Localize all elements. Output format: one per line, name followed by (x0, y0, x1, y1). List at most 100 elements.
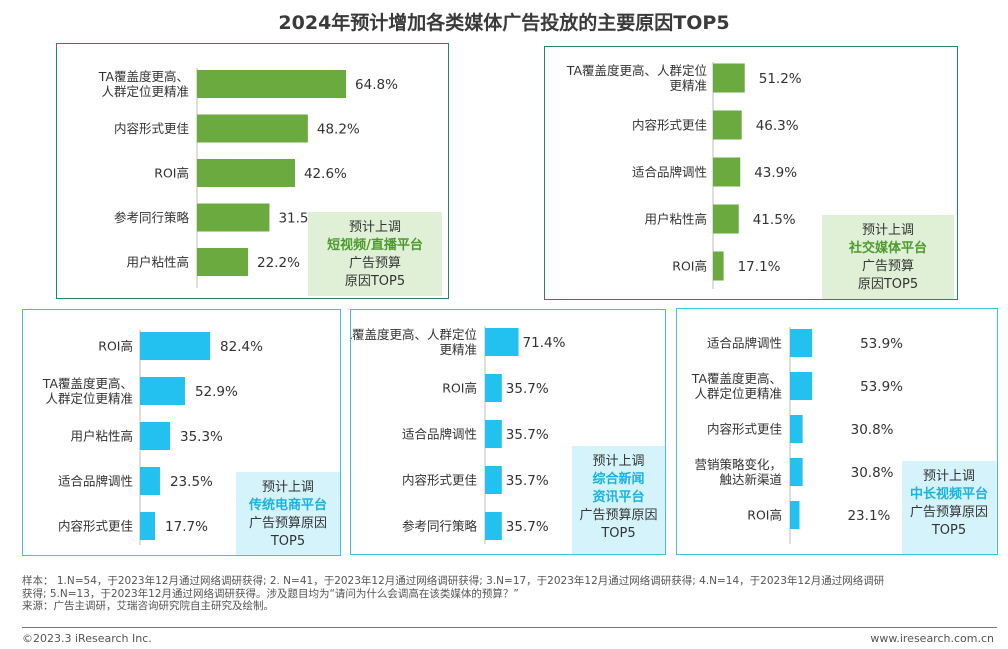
value-label-4: 35.7% (506, 473, 549, 489)
footnote: 样本： 1.N=54，于2023年12月通过网络调研获得; 2. N=41，于2… (22, 575, 997, 613)
bar-short-video-1 (197, 70, 347, 98)
callout-text: 广告预算 (348, 256, 401, 271)
callout-text: 原因TOP5 (344, 274, 406, 289)
footer-divider (22, 627, 997, 628)
category-label-5: 参考同行策略 (402, 519, 478, 534)
footnote-source: 来源：广告主调研，艾瑞咨询研究院自主研究及绘制。 (22, 600, 274, 612)
category-label-2: TA覆盖度更高、 (691, 371, 782, 386)
callout-text: 预计上调 (261, 480, 314, 495)
category-label-4: 适合品牌调性 (58, 474, 133, 489)
callout-long-video: 预计上调中长视频平台 广告预算原因 TOP5 (902, 461, 996, 554)
category-label-2: 人群定位更精准 (694, 386, 782, 401)
callout-text: 预计上调 (861, 223, 914, 238)
copyright: ©2023.3 iResearch Inc. (22, 632, 152, 645)
callout-platform: 中长视频平台 (909, 487, 988, 502)
category-label-1: ROI高 (98, 339, 133, 354)
category-label-3: 用户粘性高 (70, 429, 133, 444)
bar-ecommerce-1 (140, 332, 211, 360)
category-label-1: 更精准 (669, 78, 707, 93)
category-label-1: 适合品牌调性 (707, 336, 782, 351)
value-label-2: 52.9% (195, 384, 238, 400)
value-label-4: 23.5% (170, 474, 213, 490)
value-label-1: 82.4% (220, 339, 263, 355)
chart-panel-ecommerce: 82.4% ROI高 52.9% TA覆盖度更高、 人群定位更精准 35.3% 用户粘性高 2… (22, 309, 341, 556)
value-label-5: 17.1% (738, 259, 781, 275)
category-label-4: 内容形式更佳 (402, 473, 477, 488)
category-label-3: 适合品牌调性 (632, 165, 707, 180)
bar-long-video-5 (790, 501, 800, 529)
callout-text: 原因TOP5 (857, 277, 919, 292)
category-label-2: ROI高 (442, 381, 477, 396)
value-label-3: 30.8% (851, 422, 894, 438)
value-label-4: 41.5% (753, 212, 796, 228)
callout-ecommerce: 预计上调 传统电商平台 广告预算原因 TOP5 (236, 472, 340, 555)
value-label-3: 35.3% (180, 429, 223, 445)
callout-text: 广告预算 (861, 259, 914, 274)
chart-panel-short-video: 64.8% TA覆盖度更高、 人群定位更精准 48.2% 内容形式更佳 42.6% ROI高… (56, 43, 449, 299)
bar-chart-short-video: 64.8% TA覆盖度更高、人群定位更精准 48.2% 内容形式更佳 42.6% ROI高… (98, 68, 398, 288)
callout-text: TOP5 (601, 526, 636, 541)
callout-platform: 资讯平台 (592, 490, 645, 505)
value-label-5: 35.7% (506, 519, 549, 535)
callout-social-media: 预计上调 社交媒体平台 广告预算 原因TOP5 (822, 215, 954, 299)
value-label-2: 53.9% (860, 379, 903, 395)
bar-ecommerce-4 (140, 467, 160, 495)
callout-text: 广告预算原因 (579, 508, 658, 523)
bar-news-4 (485, 466, 502, 494)
category-label-2: 人群定位更精准 (45, 391, 133, 406)
bar-news-3 (485, 420, 502, 448)
value-label-1: 51.2% (759, 71, 802, 87)
value-label-5: 23.1% (847, 508, 890, 524)
bar-long-video-1 (790, 329, 813, 357)
chart-panel-social-media: 51.2% TA覆盖度更高、人群定位 更精准 46.3% 内容形式更佳 43.9% 适合品牌… (544, 46, 958, 300)
category-label-4: 触达新渠道 (719, 472, 782, 487)
callout-text: 广告预算原因 (909, 505, 988, 520)
page-title: 2024年预计增加各类媒体广告投放的主要原因TOP5 (278, 12, 730, 34)
callout-text: TOP5 (931, 523, 967, 538)
category-label-1: 人群定位更精准 (101, 84, 189, 99)
value-label-3: 42.6% (304, 166, 347, 182)
category-label-3: ROI高 (154, 166, 189, 181)
bar-chart-ecommerce: 82.4% ROI高 52.9% TA覆盖度更高、人群定位更精准 35.3% 用户粘性高 2… (42, 330, 263, 545)
value-label-4: 30.8% (851, 465, 894, 481)
callout-text: 预计上调 (922, 469, 975, 484)
chart-panel-long-video: 53.9% 适合品牌调性 53.9% TA覆盖度更高、 人群定位更精准 30.8% 内容形式… (676, 308, 998, 555)
callout-platform: 传统电商平台 (248, 498, 327, 513)
bar-long-video-2 (790, 372, 813, 400)
bar-ecommerce-3 (140, 422, 171, 450)
footnote-sample-line1: 样本： 1.N=54，于2023年12月通过网络调研获得; 2. N=41，于2… (22, 575, 885, 587)
bar-chart-news: 71.4% TA覆盖度更高、人群定位更精准 35.7% ROI高 35.7% 适合品牌调性… (351, 326, 566, 544)
callout-platform: 综合新闻 (592, 472, 645, 487)
category-label-2: TA覆盖度更高、 (42, 376, 133, 391)
category-label-5: ROI高 (672, 259, 707, 274)
category-label-1: TA覆盖度更高、人群定位 (566, 63, 707, 78)
category-label-4: 参考同行策略 (114, 210, 190, 225)
footnote-sample-line2: 获得; 5.N=13，于2023年12月通过网络调研获得。涉及题目均为“请问为什… (22, 587, 519, 600)
bar-short-video-2 (197, 114, 308, 143)
bar-news-1 (485, 328, 519, 356)
bar-long-video-4 (790, 458, 803, 486)
bar-social-media-1 (713, 63, 745, 93)
bar-social-media-5 (713, 251, 724, 281)
bar-short-video-4 (197, 203, 270, 232)
value-label-5: 17.7% (165, 519, 208, 535)
value-label-1: 64.8% (355, 77, 398, 93)
bar-ecommerce-2 (140, 377, 185, 405)
category-label-1: TA覆盖度更高、 (98, 69, 189, 84)
callout-text: 预计上调 (592, 454, 645, 469)
category-label-2: 内容形式更佳 (632, 118, 707, 133)
bar-short-video-5 (197, 248, 249, 276)
category-label-4: 用户粘性高 (644, 212, 707, 227)
website-url: www.iresearch.com.cn (870, 632, 994, 645)
bar-ecommerce-5 (140, 512, 156, 540)
chart-panel-news: 71.4% TA覆盖度更高、人群定位更精准 35.7% ROI高 35.7% 适合品牌调性… (350, 309, 666, 555)
callout-short-video: 预计上调 短视频/直播平台 广告预算 原因TOP5 (308, 212, 442, 296)
callout-news: 预计上调综合新闻资讯平台广告预算原因 TOP5 (572, 446, 665, 554)
value-label-3: 35.7% (506, 427, 549, 443)
bar-short-video-3 (197, 159, 295, 187)
category-label-5: 内容形式更佳 (58, 519, 133, 534)
value-label-3: 43.9% (754, 165, 797, 181)
value-label-2: 46.3% (756, 118, 799, 134)
bar-news-2 (485, 374, 502, 402)
category-label-2: 内容形式更佳 (114, 121, 189, 136)
